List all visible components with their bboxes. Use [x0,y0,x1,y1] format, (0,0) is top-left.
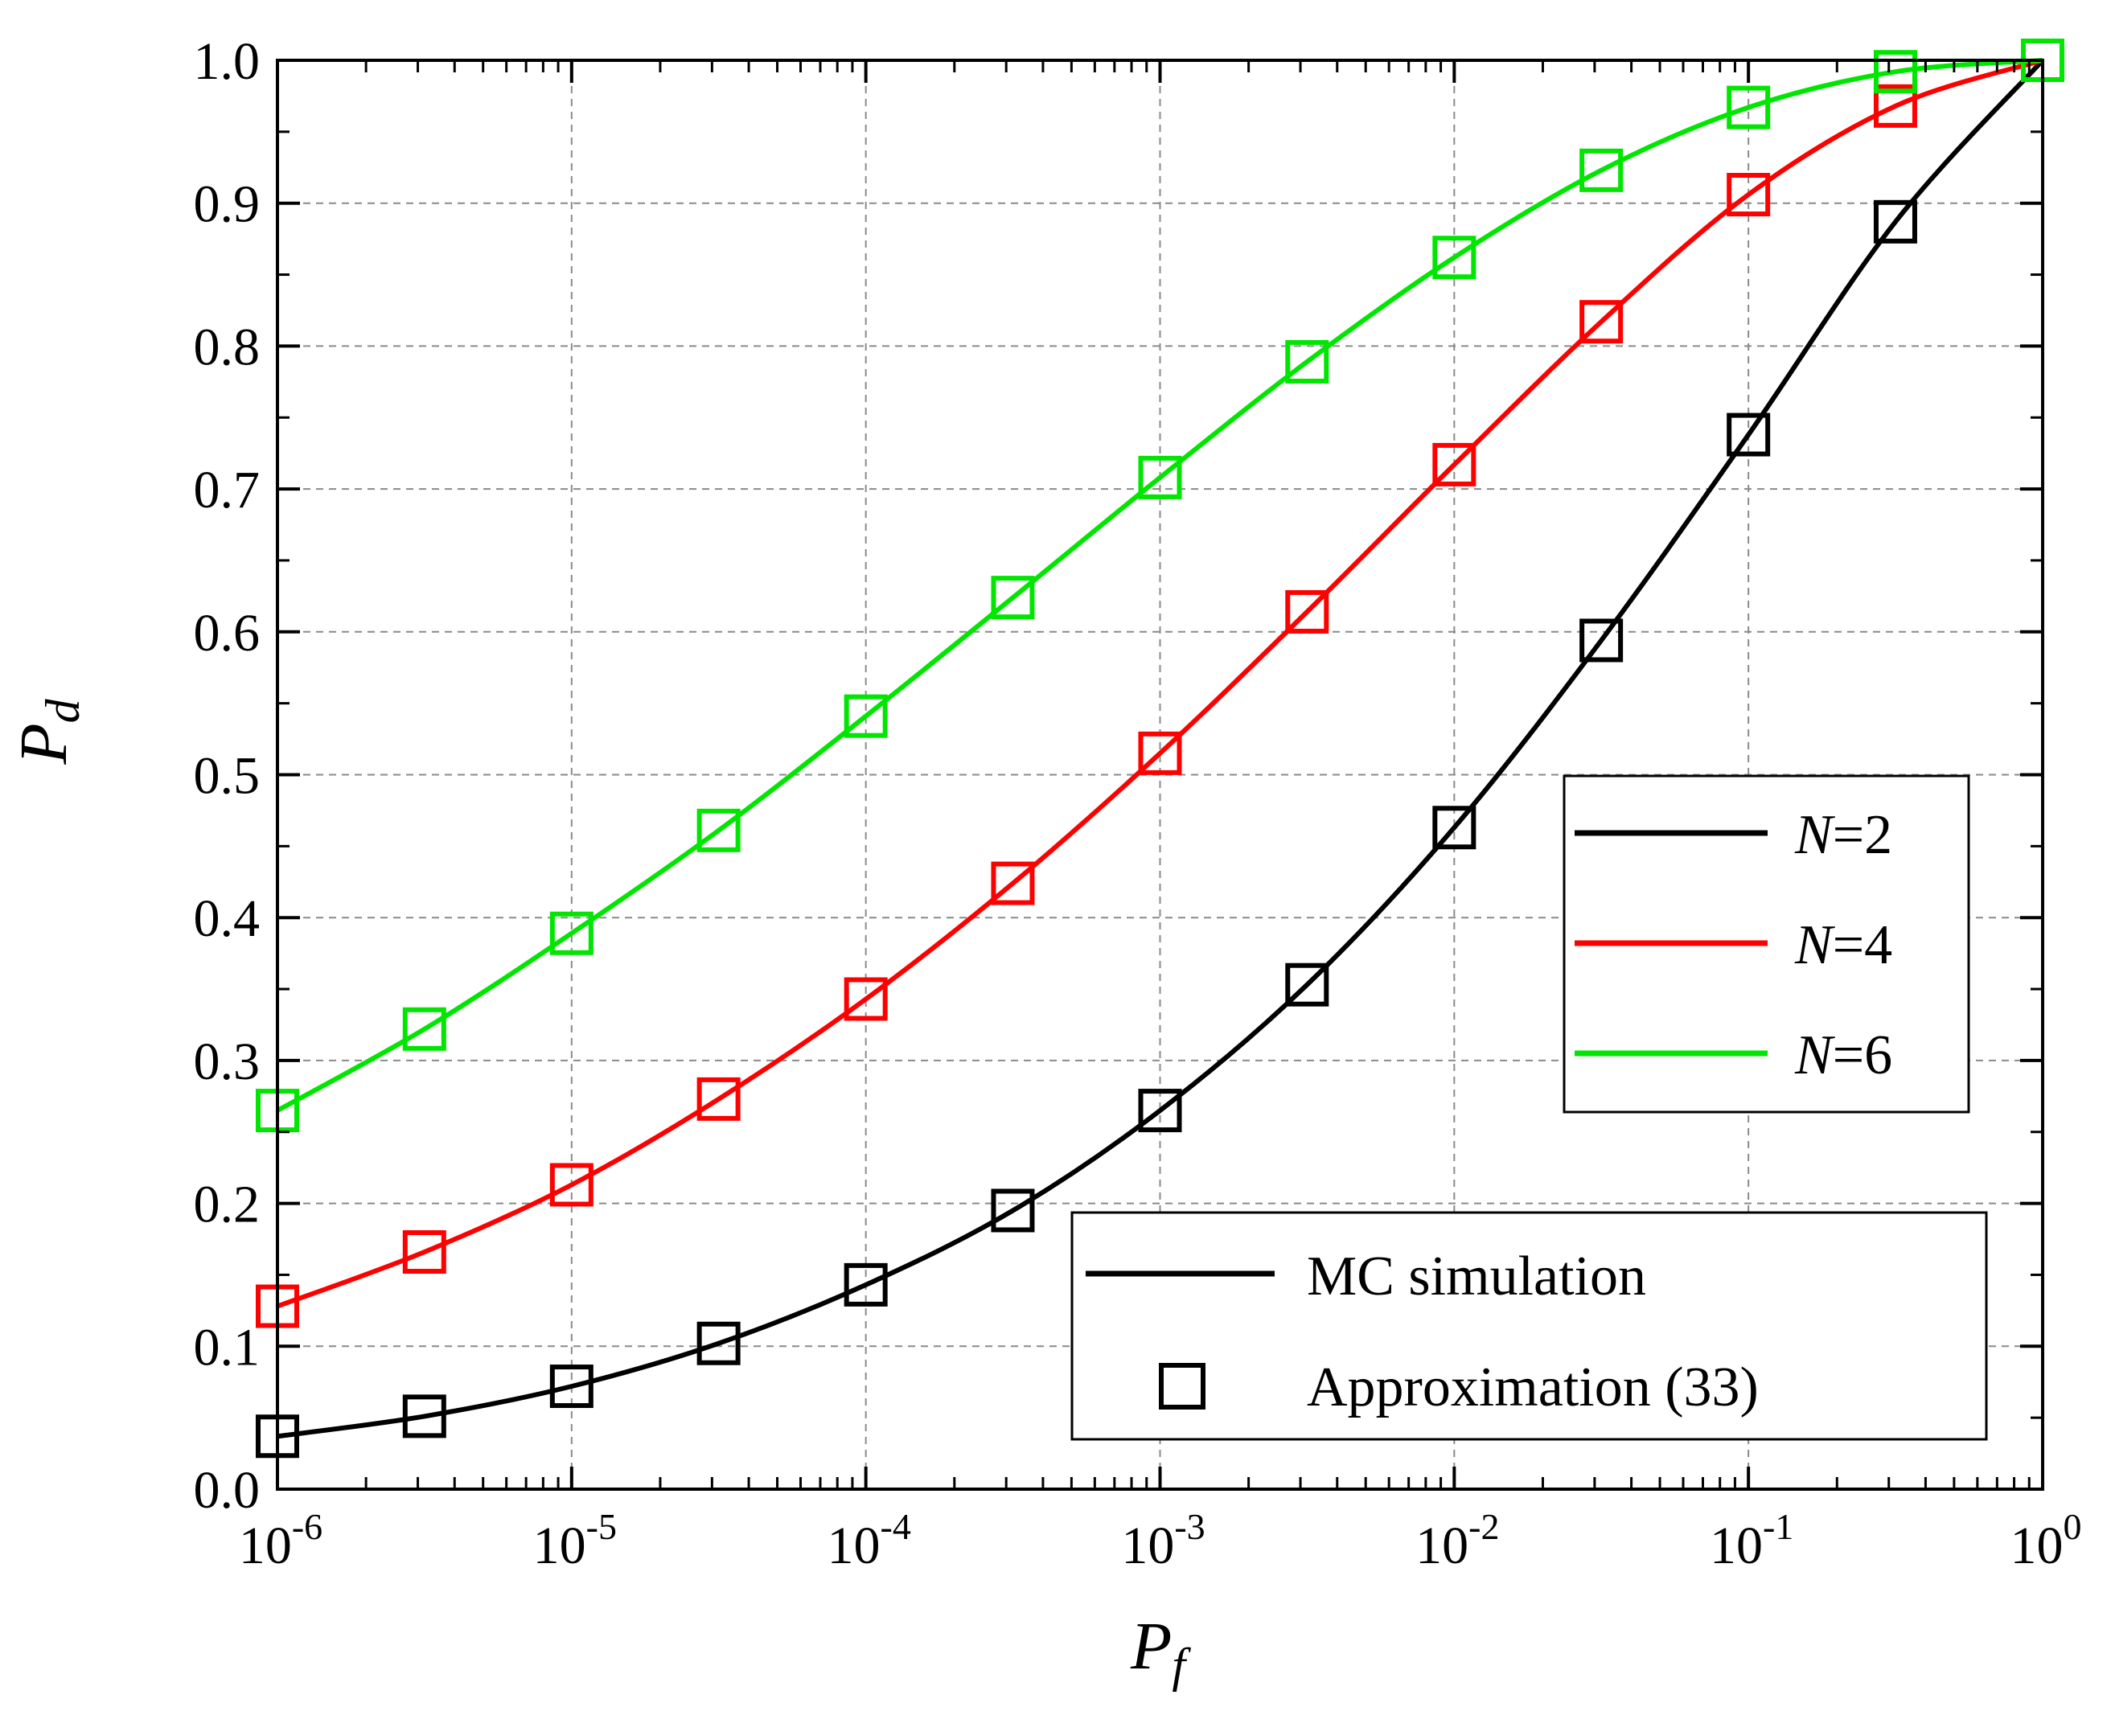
x-axis-title-base: P [1130,1609,1172,1684]
series-marker-N=6 [696,808,741,852]
x-axis-title-sub: f [1172,1639,1191,1692]
y-axis-title-sub: d [36,698,89,723]
y-tick-label: 0.1 [194,1318,261,1377]
series-marker-N=4 [1873,84,1917,128]
series-marker-N=4 [696,1077,741,1121]
y-axis-title: Pd [6,698,89,765]
series-marker-N=4 [1727,173,1771,217]
series-marker-N=6 [1579,148,1624,192]
legend-style: MC simulation Approximation (33) [1070,1211,1988,1441]
x-axis-title: Pf [1130,1609,1191,1692]
x-tick-label: 10-1 [1710,1506,1793,1575]
y-tick-label: 0.3 [194,1032,261,1091]
series-marker-N=2 [696,1321,741,1365]
y-tick-label: 0.2 [194,1176,261,1234]
legend-series-label: N=2 [1794,804,1892,866]
y-tick-label: 0.5 [194,747,261,806]
x-tick-label: 10-5 [533,1506,617,1575]
y-tick-label: 0.0 [194,1461,261,1520]
axis-ticks: 0.0 0.1 0.2 0.3 0.4 0.5 0.6 0.7 0.8 0.9 1.0 10-6 10-… [194,32,2082,1575]
y-tick-label: 0.7 [194,461,261,519]
series-marker-N=2 [1138,1089,1182,1133]
series-marker-N=2 [1873,199,1917,244]
series-marker-N=4 [1138,731,1182,775]
series-marker-N=6 [1727,85,1771,129]
series-marker-N=4 [402,1230,446,1274]
legend-style-box [1070,1211,1988,1441]
series-line-N=4 [276,58,2043,1309]
x-tick-label: 100 [2010,1506,2082,1575]
series-line-N=6 [276,58,2043,1113]
series-marker-N=2 [1432,806,1476,850]
series-marker-N=4 [549,1163,593,1207]
series-marker-N=4 [1285,589,1329,634]
x-tick-label: 10-2 [1415,1506,1499,1575]
y-tick-label: 0.4 [194,889,261,948]
series-marker-N=6 [1873,50,1917,94]
x-tick-label: 10-3 [1121,1506,1205,1575]
y-tick-label: 0.9 [194,175,261,234]
legend-mc-label: MC simulation [1307,1246,1646,1307]
series-line-N=2 [277,58,2045,1439]
series-marker-N=6 [844,694,888,738]
series-marker-N=2 [1727,412,1771,457]
series-marker-N=6 [1432,236,1476,280]
series-marker-N=6 [991,576,1035,620]
legend-approx-marker-sample [1159,1363,1205,1410]
series-marker-N=2 [549,1365,593,1409]
series-marker-N=6 [1138,455,1182,499]
series-marker-N=2 [1285,962,1329,1007]
legend-series: N=2 N=4 N=6 [1563,774,1970,1114]
y-tick-label: 0.8 [194,318,261,376]
legend-series-label: N=4 [1794,914,1892,976]
series-marker-N=2 [844,1262,888,1307]
series-marker-N=2 [1579,618,1624,663]
series-marker-N=4 [1579,300,1624,344]
legend-series-label: N=6 [1794,1024,1892,1086]
series-marker-N=4 [991,861,1035,905]
series-marker-N=6 [402,1007,446,1051]
series-layer [256,39,2064,1459]
x-tick-label: 10-4 [828,1506,911,1575]
series-marker-N=6 [1285,339,1329,384]
y-axis-title-base: P [6,723,81,765]
legend-approx-label: Approximation (33) [1307,1356,1759,1418]
series-marker-N=2 [991,1188,1035,1233]
series-marker-N=2 [402,1394,446,1438]
series-marker-N=6 [549,911,593,955]
x-tick-label: 10-6 [239,1506,322,1575]
series-marker-N=4 [844,977,888,1021]
series-marker-N=4 [1432,442,1476,486]
y-tick-label: 0.6 [194,604,261,663]
y-tick-label: 1.0 [194,32,261,91]
